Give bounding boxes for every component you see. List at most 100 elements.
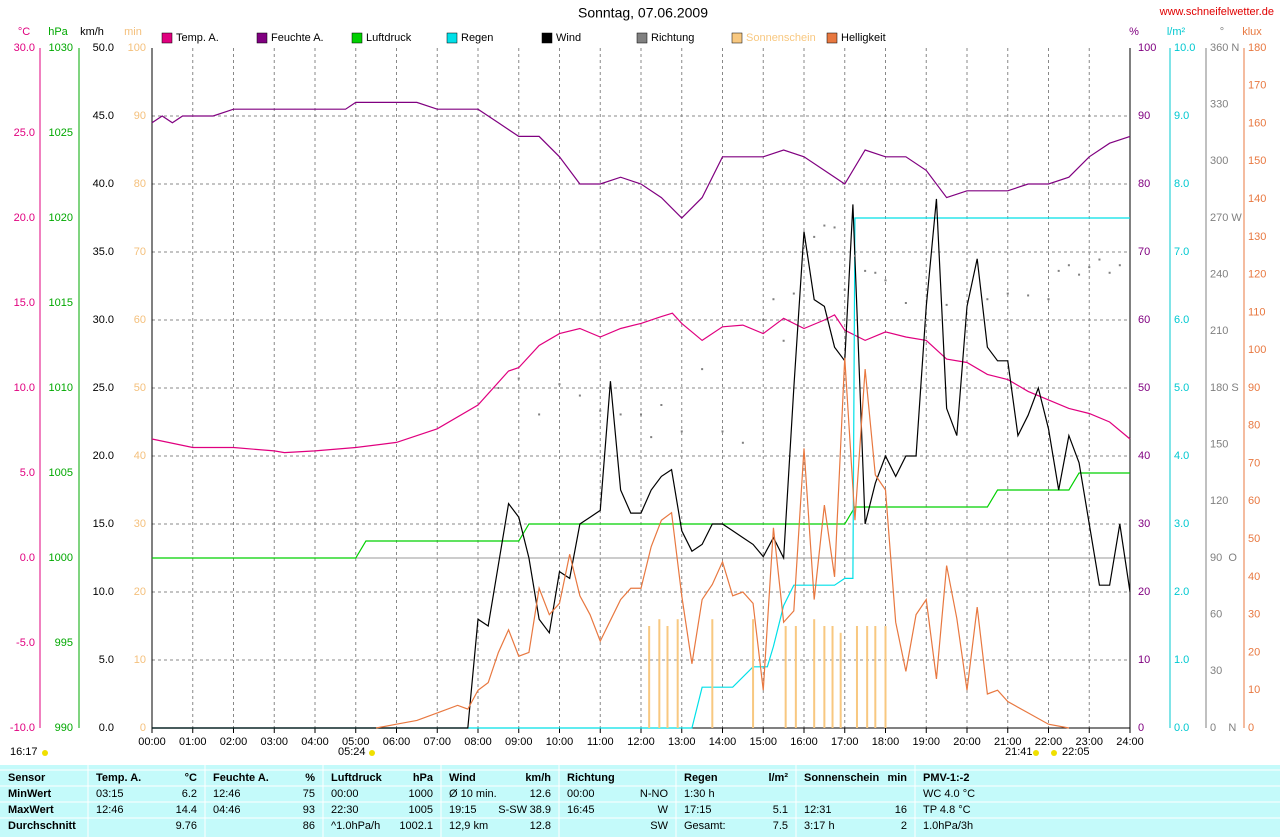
axis-title: hPa — [48, 26, 68, 38]
y-tick-label: -5.0 — [16, 637, 35, 649]
y-tick-label: 30 — [1138, 518, 1150, 530]
table-cell: Richtung — [567, 772, 615, 784]
table-cell: 6.2 — [182, 788, 197, 800]
y-tick-label: 25.0 — [93, 382, 114, 394]
table-cell: MinWert — [8, 788, 52, 800]
y-tick-label: 110 — [1248, 306, 1266, 318]
sunshine-bar — [813, 619, 816, 728]
y-tick-label: 20.0 — [14, 212, 35, 224]
y-tick-label: 5.0 — [1174, 382, 1189, 394]
direction-dot — [1088, 266, 1091, 269]
x-tick-label: 13:00 — [668, 736, 696, 748]
y-tick-label: 1030 — [49, 42, 73, 54]
direction-dot — [1118, 264, 1121, 267]
annotation: 05:24 — [338, 746, 366, 758]
table-cell: Sonnenschein — [804, 772, 879, 784]
y-tick-label: 160 — [1248, 117, 1266, 129]
y-tick-label: 330 — [1210, 99, 1228, 111]
legend-label: Richtung — [651, 32, 694, 44]
y-tick-label: 0 N — [1210, 722, 1236, 734]
y-tick-label: 170 — [1248, 80, 1266, 92]
legend-label: Luftdruck — [366, 32, 412, 44]
table-cell: km/h — [525, 772, 551, 784]
direction-dot — [517, 377, 520, 380]
sun-icon — [1051, 750, 1057, 756]
y-tick-label: 120 — [1210, 495, 1228, 507]
series-line — [376, 357, 1069, 729]
table-cell: Feuchte A. — [213, 772, 269, 784]
series-line — [152, 198, 1131, 729]
y-tick-label: 20.0 — [93, 450, 114, 462]
table-cell: 2 — [901, 820, 907, 832]
y-tick-label: 150 — [1210, 439, 1228, 451]
y-tick-label: 20 — [1248, 646, 1260, 658]
y-tick-label: 60 — [1210, 609, 1222, 621]
y-tick-label: 0.0 — [20, 552, 35, 564]
direction-dot — [945, 303, 948, 306]
y-tick-label: 240 — [1210, 269, 1228, 281]
table-background — [0, 765, 1280, 837]
y-tick-label: 0 — [1248, 722, 1254, 734]
direction-dot — [782, 339, 785, 342]
legend-label: Feuchte A. — [271, 32, 324, 44]
table-cell: Temp. A. — [96, 772, 141, 784]
y-tick-label: 30 — [1210, 665, 1222, 677]
legend-swatch — [351, 32, 363, 44]
table-cell: 3:17 h — [804, 820, 835, 832]
direction-dot — [701, 368, 704, 371]
y-tick-label: 45.0 — [93, 110, 114, 122]
y-tick-label: 10 — [1138, 654, 1150, 666]
direction-dot — [497, 387, 500, 389]
table-cell: 04:46 — [213, 804, 241, 816]
y-tick-label: 3.0 — [1174, 518, 1189, 530]
direction-dot — [853, 254, 856, 257]
y-tick-label: 20 — [134, 586, 146, 598]
direction-dot — [538, 413, 541, 416]
direction-dot — [813, 235, 816, 238]
y-tick-label: 1005 — [49, 467, 73, 479]
x-tick-label: 00:00 — [138, 736, 166, 748]
y-tick-label: 90 — [1138, 110, 1150, 122]
y-tick-label: 2.0 — [1174, 586, 1189, 598]
direction-dot — [1078, 273, 1081, 276]
table-cell: N-NO — [640, 788, 669, 800]
axis-title: l/m² — [1167, 26, 1186, 38]
y-tick-label: 40.0 — [93, 178, 114, 190]
table-cell: PMV-1:-2 — [923, 772, 969, 784]
y-tick-label: 180 — [1248, 42, 1266, 54]
sunshine-bar — [794, 626, 797, 728]
table-cell: Wind — [449, 772, 476, 784]
table-cell: S-SW — [498, 804, 527, 816]
sunshine-bar — [831, 626, 834, 728]
sunshine-bar — [839, 632, 842, 728]
legend-swatch — [636, 32, 648, 44]
direction-dot — [986, 298, 989, 301]
sunshine-bar — [648, 626, 651, 728]
y-tick-label: 120 — [1248, 269, 1266, 281]
direction-dot — [762, 319, 765, 321]
direction-dot — [1047, 298, 1050, 301]
x-tick-label: 22:00 — [1035, 736, 1063, 748]
y-tick-label: -10.0 — [10, 722, 35, 734]
y-tick-label: 10.0 — [14, 382, 35, 394]
direction-dot — [772, 298, 775, 301]
table-cell: 93 — [303, 804, 315, 816]
direction-dot — [1098, 258, 1101, 261]
y-tick-label: 1010 — [49, 382, 73, 394]
y-tick-label: 10 — [134, 654, 146, 666]
annotation: 21:41 — [1005, 746, 1033, 758]
sun-icon — [42, 750, 48, 756]
table-cell: Ø 10 min. — [449, 788, 497, 800]
y-tick-label: 70 — [1248, 457, 1260, 469]
y-tick-label: 210 — [1210, 325, 1228, 337]
table-cell: min — [887, 772, 907, 784]
x-tick-label: 01:00 — [179, 736, 207, 748]
direction-dot — [823, 224, 826, 227]
direction-dot — [721, 430, 724, 433]
sunshine-bar — [866, 626, 869, 728]
axis-title: klux — [1242, 26, 1262, 38]
sunshine-bar — [855, 626, 858, 728]
y-tick-label: 1020 — [49, 212, 73, 224]
table-cell: Regen — [684, 772, 718, 784]
y-tick-label: 140 — [1248, 193, 1266, 205]
